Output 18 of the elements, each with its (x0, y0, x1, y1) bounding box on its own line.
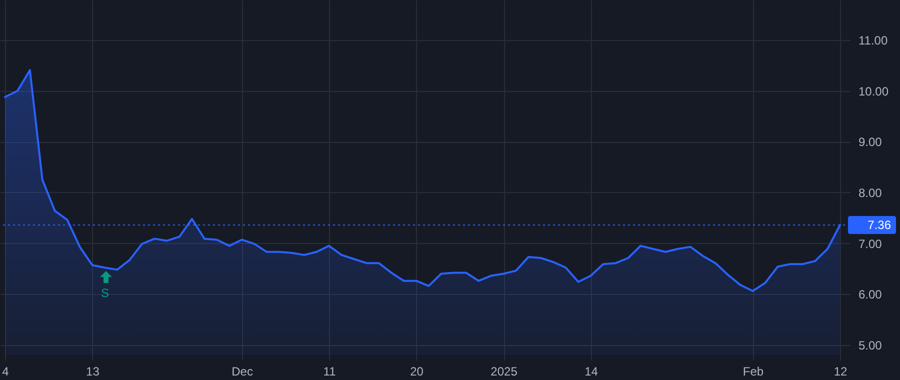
x-tick-label: 20 (410, 364, 424, 378)
x-tick-label: 4 (2, 364, 10, 378)
x-tick-label: 14 (584, 364, 598, 378)
x-tick-label: 2025 (490, 364, 518, 378)
annotation: S (100, 286, 110, 300)
x-tick-label: 11 (323, 364, 336, 378)
y-tick-label: 6.00 (858, 288, 882, 302)
y-tick-label: 7.00 (858, 236, 882, 251)
x-tick-label: 12 (834, 364, 848, 378)
y-tick-label: 5.00 (858, 338, 882, 352)
y-tick-label: 10.00 (858, 84, 889, 98)
y-tick-label: 9.00 (858, 135, 882, 150)
y-tick-label: 11.00 (858, 34, 888, 48)
y-tick-label: 8.00 (858, 186, 882, 200)
x-tick-label: Feb (742, 364, 764, 378)
x-tick-label: Dec (232, 364, 253, 378)
ref-line-label: 7.36 (868, 218, 892, 232)
x-tick-label: 13 (86, 364, 100, 378)
